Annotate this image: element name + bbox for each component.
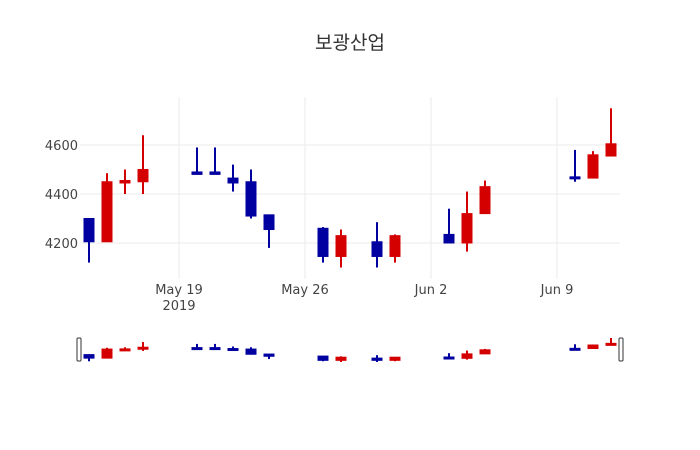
rangeslider-candle [389,356,401,362]
rangeslider-candle [119,347,131,352]
chart-title: 보광산업 [315,32,385,54]
candle-increasing[interactable] [101,173,113,243]
rangeslider-candle [209,343,221,351]
candle-increasing[interactable] [587,151,599,179]
rangeslider-candle [317,355,329,362]
rangeslider-candle [263,353,275,360]
candle-decreasing[interactable] [209,147,221,175]
x-tick-label: May 19 [155,283,203,298]
rangeslider-candle [587,344,599,350]
rangeslider-candle [245,347,257,355]
y-axis: 4200 4400 4600 [45,139,78,252]
rangeslider-candle [191,343,203,351]
rangeslider-candle [443,353,455,360]
candle-increasing[interactable] [605,108,617,157]
range-slider[interactable] [76,337,624,362]
rangeslider-candle [227,346,239,352]
y-tick-label: 4400 [45,188,78,203]
candle-increasing[interactable] [461,191,473,252]
candle-increasing[interactable] [479,180,491,215]
rangeslider-candle [137,342,149,351]
rangeslider-candle [569,344,581,351]
rangeslider-left-handle[interactable] [76,337,82,362]
candle-decreasing[interactable] [227,164,239,192]
candle-increasing[interactable] [119,169,131,195]
x-tick-label: May 26 [281,283,329,298]
candle-decreasing[interactable] [245,169,257,219]
candle-increasing[interactable] [389,234,401,263]
candle-increasing[interactable] [335,229,347,268]
candle-increasing[interactable] [137,135,149,195]
grid-lines [80,97,620,279]
rangeslider-candle [335,356,347,362]
rangeslider-right-handle[interactable] [618,337,624,362]
rangeslider-candle [479,348,491,355]
rangeslider-candle [101,347,113,359]
candle-decreasing[interactable] [317,227,329,263]
x-tick-label: Jun 9 [540,283,574,298]
rangeslider-candle [461,350,473,360]
candle-decreasing[interactable] [191,147,203,175]
x-tick-label: Jun 2 [414,283,448,298]
y-tick-label: 4600 [45,139,78,154]
candle-decreasing[interactable] [371,222,383,268]
candle-decreasing[interactable] [83,217,95,263]
candle-decreasing[interactable] [263,214,275,248]
candles[interactable] [83,108,617,268]
candle-decreasing[interactable] [569,149,581,182]
rangeslider-candle [371,355,383,362]
rangeslider-candle [605,338,617,346]
rangeslider-candle [83,354,95,362]
y-tick-label: 4200 [45,237,78,252]
candle-decreasing[interactable] [443,208,455,244]
x-tick-year-label: 2019 [162,299,195,314]
